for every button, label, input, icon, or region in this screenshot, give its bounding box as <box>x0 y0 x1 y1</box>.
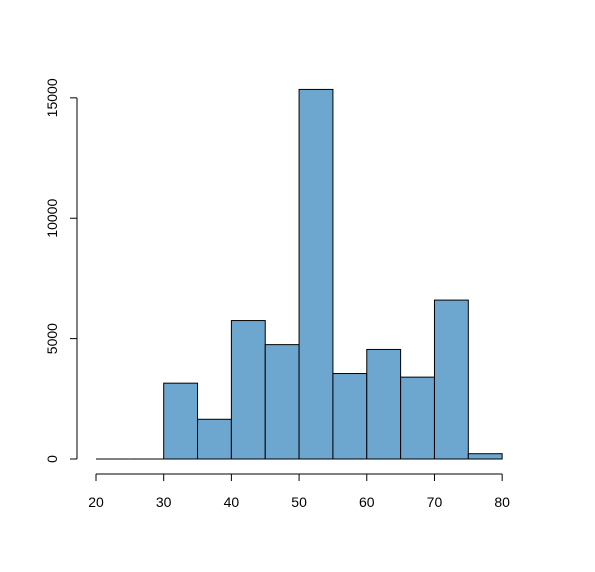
y-tick-label: 10000 <box>44 199 60 238</box>
histogram-bar-30-35 <box>163 382 199 460</box>
histogram-bar-40-45 <box>230 320 266 460</box>
x-axis: 20 30 40 50 60 70 80 <box>88 473 510 510</box>
x-tick-label: 70 <box>427 494 443 510</box>
histogram-bar-60-65 <box>366 348 402 460</box>
y-axis: 0 5000 10000 15000 <box>44 78 78 463</box>
histogram-bar-65-70 <box>400 376 435 460</box>
histogram-bar-50-55 <box>298 88 334 460</box>
y-tick-label: 0 <box>44 455 60 463</box>
y-tick-label: 5000 <box>44 323 60 354</box>
histogram-bar-45-50 <box>264 344 300 460</box>
histogram-bar-55-60 <box>332 373 368 460</box>
x-tick-label: 60 <box>359 494 375 510</box>
x-tick-label: 40 <box>224 494 240 510</box>
histogram-bar-75-80 <box>467 453 503 460</box>
x-tick-label: 50 <box>291 494 307 510</box>
x-tick-label: 80 <box>494 494 510 510</box>
x-tick-label: 30 <box>156 494 172 510</box>
bars-layer <box>96 88 503 460</box>
histogram-bar-70-75 <box>433 299 469 460</box>
histogram-bar-35-40 <box>197 418 232 460</box>
y-tick-label: 15000 <box>44 78 60 117</box>
x-tick-label: 20 <box>88 494 104 510</box>
